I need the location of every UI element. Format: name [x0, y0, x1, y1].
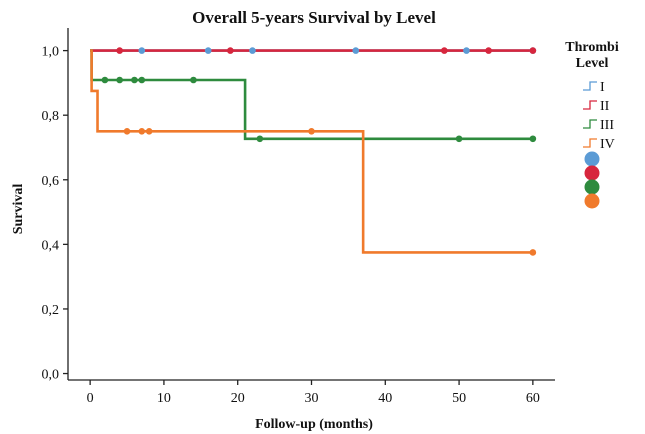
y-tick-label: 0,6: [42, 174, 60, 189]
legend-step-symbol-IV: [583, 138, 597, 148]
censor-mark-I: [352, 47, 360, 54]
y-tick-label: 0,0: [42, 368, 60, 383]
x-tick-label: 30: [305, 391, 319, 406]
y-tick-label: 1,0: [42, 45, 60, 60]
censor-mark-IV: [145, 128, 153, 135]
legend-label-I: I: [600, 80, 605, 95]
axes: 0 10 20 30 40 50 60 0,0 0,2 0,4 0,6 0,8 1,0: [42, 28, 555, 406]
x-tick-label: 50: [452, 391, 466, 406]
series-line-IV: [90, 49, 533, 254]
censor-mark-III: [131, 76, 138, 84]
legend-title-line1: Thrombi: [565, 40, 619, 55]
censor-mark-III: [529, 135, 537, 143]
legend-step-symbol-I: [583, 81, 597, 91]
censor-mark-I: [463, 47, 470, 54]
censor-mark-IV: [138, 128, 146, 135]
censor-mark-IV: [123, 128, 131, 135]
censor-mark-III: [256, 135, 264, 143]
censor-mark-III: [116, 76, 123, 84]
legend-title-line2: Level: [576, 56, 609, 71]
legend-dot-IV: [584, 193, 600, 209]
censor-mark-I: [138, 47, 146, 54]
censor-mark-I: [249, 47, 256, 54]
y-tick-label: 0,2: [42, 303, 60, 318]
x-tick-label: 0: [87, 391, 94, 406]
censor-mark-IV: [308, 128, 315, 135]
censor-mark-II: [441, 47, 448, 54]
legend-label-II: II: [600, 99, 610, 114]
legend-step-symbol-II: [583, 100, 597, 110]
x-axis-title: Follow-up (months): [255, 417, 373, 432]
legend-label-IV: IV: [600, 137, 615, 152]
y-tick-label: 0,4: [42, 238, 60, 253]
legend-dot-III: [584, 179, 600, 195]
y-tick-label: 0,8: [42, 109, 60, 124]
censor-mark-III: [138, 76, 146, 84]
censor-mark-III: [190, 76, 197, 84]
censor-mark-II: [116, 47, 123, 54]
x-tick-label: 60: [526, 391, 540, 406]
censor-mark-II: [227, 47, 234, 54]
censor-mark-IV: [529, 249, 537, 256]
series-line-III: [90, 49, 533, 141]
x-tick-label: 40: [378, 391, 392, 406]
censor-mark-II: [485, 47, 492, 54]
censor-mark-III: [455, 135, 463, 143]
legend-step-symbol-III: [583, 119, 597, 129]
censor-mark-III: [101, 76, 109, 84]
censor-mark-II: [529, 47, 537, 54]
x-tick-label: 10: [157, 391, 171, 406]
legend-dot-II: [584, 165, 600, 181]
legend-label-III: III: [600, 118, 614, 133]
censor-mark-I: [204, 47, 212, 54]
chart-title: Overall 5-years Survival by Level: [192, 8, 436, 27]
plot-area: [90, 47, 537, 256]
x-tick-label: 20: [231, 391, 245, 406]
y-axis-title: Survival: [11, 184, 26, 235]
legend-dot-I: [584, 151, 600, 167]
